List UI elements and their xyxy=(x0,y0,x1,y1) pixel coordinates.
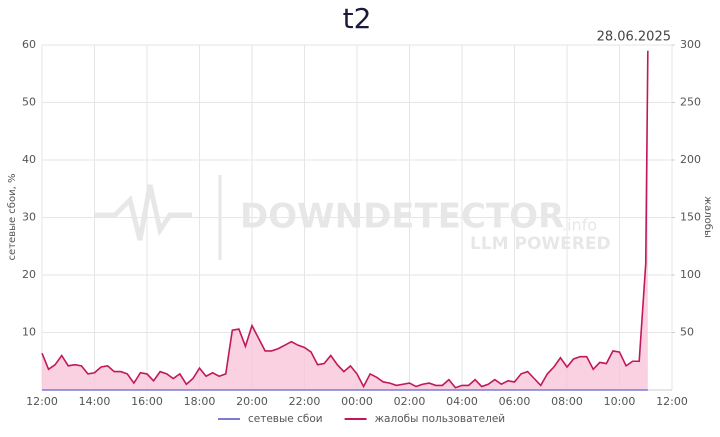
watermark: DOWNDETECTOR .info LLM POWERED xyxy=(95,175,611,260)
legend-label: сетевые сбои xyxy=(248,413,323,425)
x-tick-label: 06:00 xyxy=(499,395,531,408)
x-tick-label: 22:00 xyxy=(289,395,321,408)
watermark-text: DOWNDETECTOR xyxy=(240,197,564,237)
x-tick-label: 02:00 xyxy=(394,395,426,408)
legend-label: жалобы пользователей xyxy=(375,413,506,425)
x-tick-label: 18:00 xyxy=(184,395,216,408)
chart-title: t2 xyxy=(343,2,372,35)
y2-tick-label: 200 xyxy=(680,153,701,166)
watermark-logo xyxy=(95,184,192,241)
date-label: 28.06.2025 xyxy=(597,30,671,45)
series-line xyxy=(41,50,649,389)
y-tick-label: 60 xyxy=(22,38,36,51)
x-tick-label: 04:00 xyxy=(446,395,478,408)
y2-tick-label: 100 xyxy=(680,268,701,281)
x-tick-label: 14:00 xyxy=(79,395,111,408)
y-tick-label: 50 xyxy=(22,96,36,109)
x-tick-label: 20:00 xyxy=(236,395,268,408)
y-tick-label: 30 xyxy=(22,211,36,224)
y-axis-label: сетевые сбои, % xyxy=(7,174,18,261)
grid xyxy=(41,44,673,390)
x-tick-label: 10:00 xyxy=(604,395,636,408)
y2-tick-label: 50 xyxy=(680,326,694,339)
x-tick-label: 16:00 xyxy=(131,395,163,408)
y2-axis-label: жалобы xyxy=(702,196,713,238)
y-tick-label: 20 xyxy=(22,268,36,281)
watermark-text: .info xyxy=(562,216,597,235)
x-tick-label: 12:00 xyxy=(656,395,688,408)
y-tick-label: 10 xyxy=(22,326,36,339)
watermark-text: LLM POWERED xyxy=(470,234,611,254)
y-tick-label: 40 xyxy=(22,153,36,166)
y2-tick-label: 300 xyxy=(680,38,701,51)
x-tick-label: 12:00 xyxy=(26,395,58,408)
y2-tick-label: 250 xyxy=(680,96,701,109)
x-tick-label: 00:00 xyxy=(341,395,373,408)
y2-tick-label: 150 xyxy=(680,211,701,224)
x-tick-label: 08:00 xyxy=(551,395,583,408)
